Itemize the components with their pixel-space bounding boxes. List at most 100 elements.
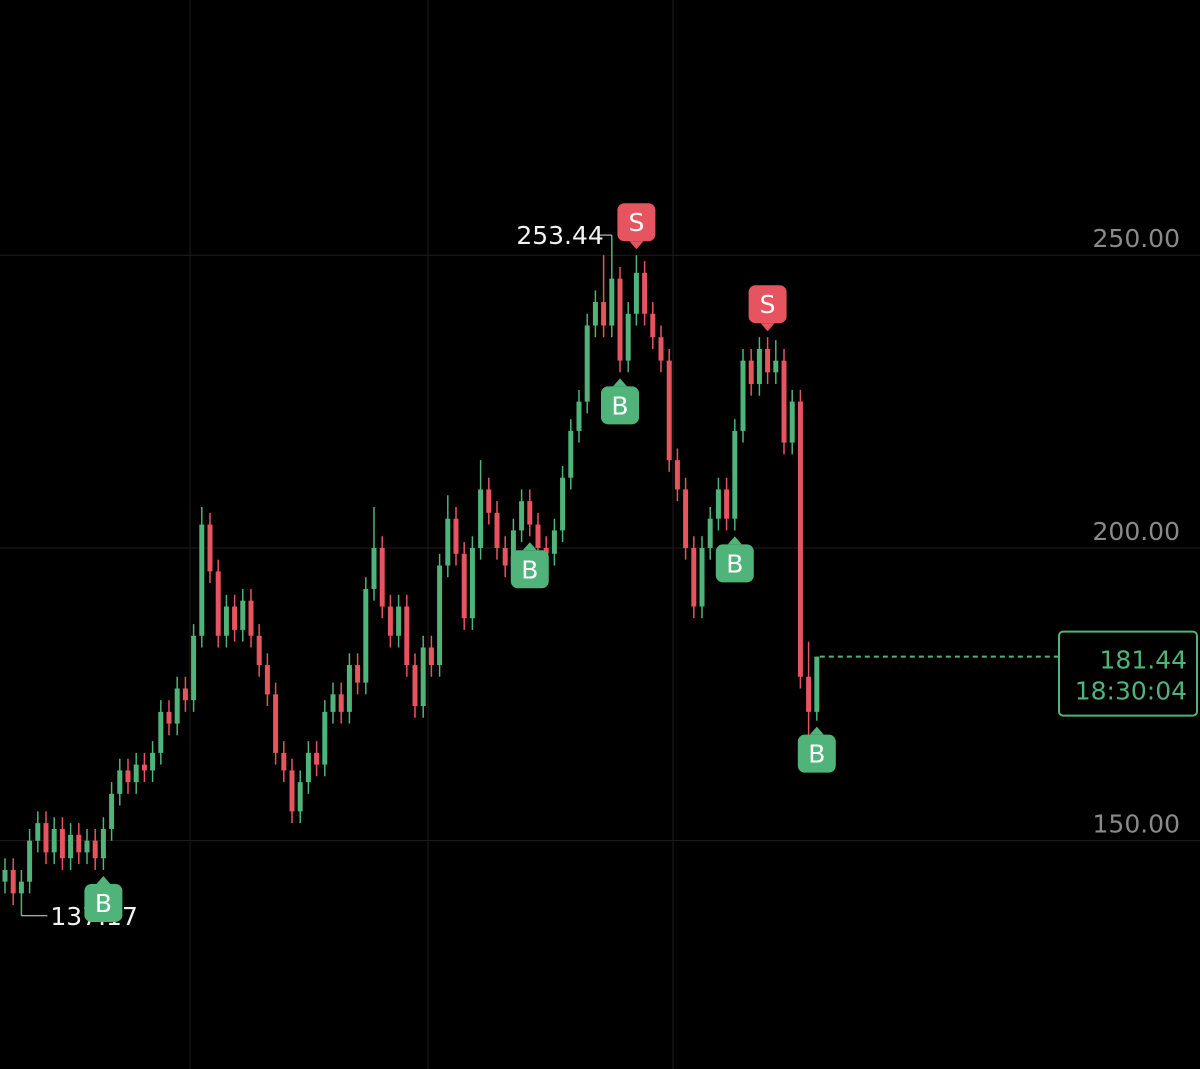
candle-body <box>715 489 721 519</box>
signal-pointer <box>96 875 111 884</box>
signal-label: B <box>521 555 538 584</box>
signal-pointer <box>629 241 644 250</box>
candle-body <box>150 752 156 771</box>
candle-body <box>494 512 500 548</box>
candle-body <box>797 401 803 677</box>
candle-body <box>469 547 475 619</box>
candle-body <box>576 401 582 431</box>
candle-body <box>207 524 213 572</box>
candle-body <box>773 360 779 373</box>
candle-body <box>633 272 639 314</box>
candle-body <box>43 823 49 853</box>
candle-body <box>297 782 303 812</box>
candle-body <box>502 547 508 566</box>
candle-body <box>117 770 123 794</box>
candle-body <box>625 313 631 361</box>
signal-badge <box>715 544 754 583</box>
candle-body <box>100 828 106 859</box>
candle-body <box>535 524 541 548</box>
candle-body <box>264 665 270 695</box>
candle-body <box>59 828 65 859</box>
candle-body <box>732 430 738 519</box>
candle-body <box>273 694 279 753</box>
y-tick-label: 200.00 <box>1093 517 1180 546</box>
candle-body <box>141 764 147 771</box>
candle-body <box>691 547 697 607</box>
candle-body <box>232 606 238 630</box>
candle-body <box>724 489 730 519</box>
candle-body <box>223 606 229 636</box>
candle-body <box>674 460 680 490</box>
candle-body <box>650 313 656 338</box>
y-tick-label: 250.00 <box>1093 224 1180 253</box>
candle-body <box>18 881 24 894</box>
candle-body <box>363 588 369 683</box>
signal-pointer <box>809 726 824 735</box>
max-label: 253.44 <box>516 221 603 250</box>
candle-body <box>543 547 549 554</box>
candle-body <box>601 302 607 326</box>
candle-body <box>412 665 418 707</box>
candle-body <box>478 489 484 548</box>
candle-body <box>568 430 574 478</box>
signal-badge <box>510 550 549 589</box>
candle-body <box>519 501 525 531</box>
signal-label: B <box>611 391 628 420</box>
candle-body <box>789 401 795 443</box>
signal-label: B <box>726 549 743 578</box>
candle-body <box>592 302 598 326</box>
signal-label: B <box>95 889 112 918</box>
candle-body <box>10 869 16 894</box>
candle-body <box>27 840 33 882</box>
signal-label: S <box>760 290 776 319</box>
candle-body <box>166 711 172 724</box>
candle-body <box>617 278 623 361</box>
candle-body <box>68 834 74 859</box>
candle-body <box>781 360 787 443</box>
candle-body <box>510 530 516 566</box>
countdown-label: 18:30:04 <box>1075 677 1187 706</box>
candle-body <box>584 325 590 402</box>
candle-body <box>182 688 188 701</box>
candle-body <box>560 477 566 531</box>
candle-body <box>133 764 139 783</box>
candle-body <box>338 694 344 712</box>
candle-body <box>330 694 336 712</box>
candle-body <box>281 752 287 771</box>
candle-body <box>371 547 377 589</box>
signal-badge <box>748 285 787 324</box>
candle-body <box>699 547 705 607</box>
candle-body <box>355 665 361 683</box>
candle-body <box>658 337 664 361</box>
candle-body <box>740 360 746 431</box>
candle-body <box>387 606 393 636</box>
candle-body <box>109 793 115 829</box>
last-price-label: 181.44 <box>1100 646 1187 675</box>
candle-body <box>814 656 820 712</box>
candle-body <box>756 348 762 385</box>
candle-body <box>35 823 41 841</box>
candle-body <box>322 711 328 765</box>
candle-body <box>256 635 262 666</box>
signal-label: S <box>628 208 644 237</box>
candle-body <box>174 688 180 724</box>
signal-pointer <box>613 378 627 387</box>
candle-body <box>420 647 426 707</box>
y-tick-label: 150.00 <box>1093 810 1180 839</box>
candle-body <box>404 606 410 666</box>
candle-body <box>191 635 197 701</box>
candle-body <box>379 547 385 607</box>
signal-pointer <box>727 536 742 545</box>
candle-body <box>748 360 754 385</box>
candle-body <box>683 489 689 548</box>
signal-badge <box>601 386 639 425</box>
candle-body <box>428 647 434 666</box>
candle-body <box>707 518 713 548</box>
candle-body <box>765 348 771 373</box>
signal-label: B <box>808 740 825 769</box>
signal-badge <box>84 883 123 922</box>
candle-body <box>158 711 164 753</box>
candle-body <box>642 272 648 314</box>
candle-body <box>289 770 295 812</box>
